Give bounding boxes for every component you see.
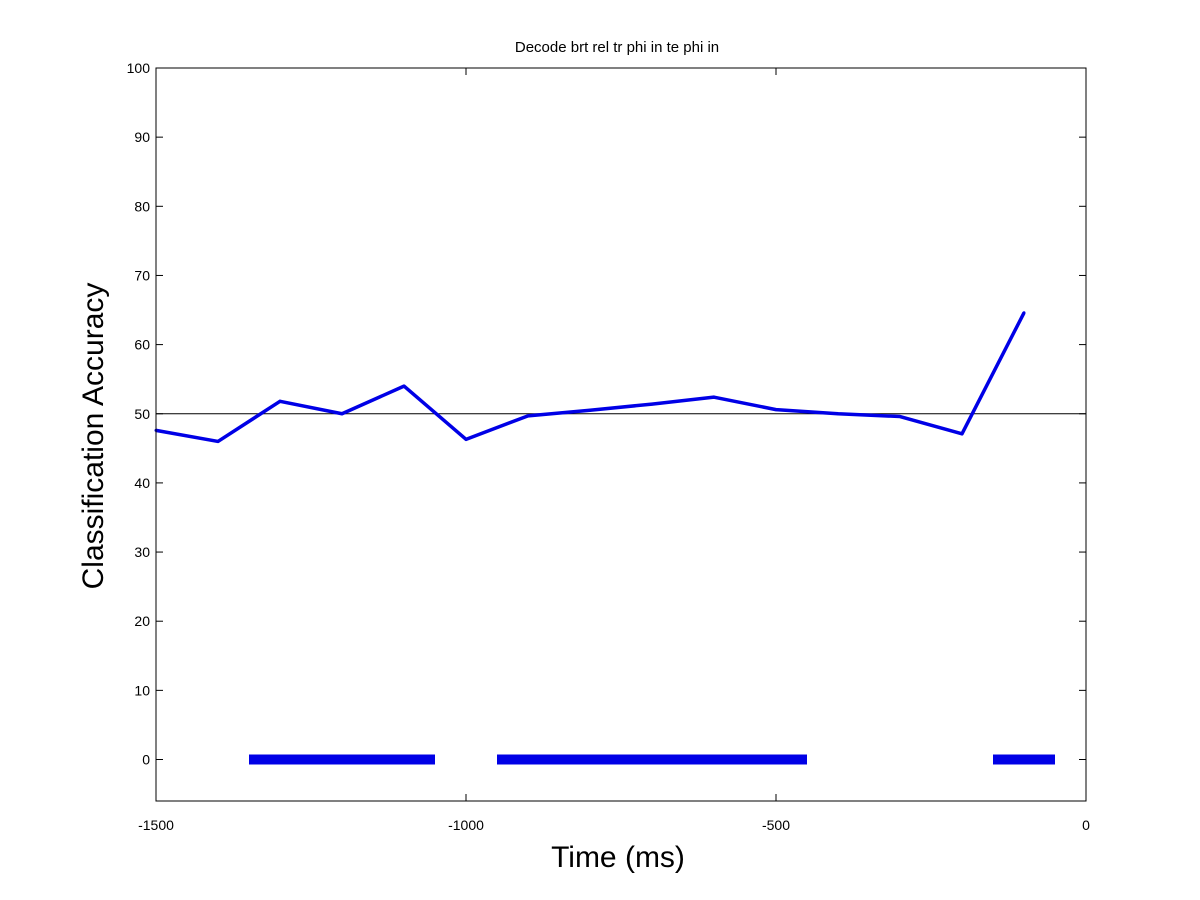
y-tick-label: 80 xyxy=(134,198,150,214)
y-axis-label: Classification Accuracy xyxy=(77,283,110,590)
accuracy-data-point xyxy=(526,414,530,418)
y-tick-label: 70 xyxy=(134,267,150,283)
x-tick-label: -500 xyxy=(762,817,790,833)
accuracy-data-point xyxy=(774,408,778,412)
y-tick-label: 10 xyxy=(134,682,150,698)
y-tick-label: 40 xyxy=(134,475,150,491)
y-tick-label: 90 xyxy=(134,129,150,145)
y-tick-label: 60 xyxy=(134,337,150,353)
y-tick-label: 100 xyxy=(127,60,151,76)
accuracy-data-point xyxy=(1022,311,1026,315)
y-tick-label: 50 xyxy=(134,406,150,422)
accuracy-data-point xyxy=(836,412,840,416)
y-tick-label: 20 xyxy=(134,613,150,629)
axes: 0 10 20 30 40 50 60 70 80 90 100 -1500 -1000 -500 0 xyxy=(127,60,1090,833)
accuracy-data-point xyxy=(650,402,654,406)
series-layer xyxy=(154,311,1026,444)
accuracy-series-line xyxy=(155,311,1026,444)
x-tick-label: -1000 xyxy=(448,817,484,833)
x-tick-label: 0 xyxy=(1082,817,1090,833)
accuracy-data-point xyxy=(216,439,220,443)
accuracy-data-point xyxy=(340,412,344,416)
x-axis-label: Time (ms) xyxy=(551,841,685,874)
y-tick-label: 30 xyxy=(134,544,150,560)
accuracy-data-point xyxy=(898,415,902,419)
y-tick-label: 0 xyxy=(142,752,150,768)
plot-frame xyxy=(155,67,1087,802)
accuracy-data-point xyxy=(402,384,406,388)
x-tick-label: -1500 xyxy=(138,817,174,833)
accuracy-data-point xyxy=(464,437,468,441)
chart-title: Decode brt rel tr phi in te phi in xyxy=(515,39,719,56)
accuracy-data-point xyxy=(712,395,716,399)
accuracy-data-point xyxy=(278,399,282,403)
accuracy-data-point xyxy=(960,432,964,436)
accuracy-data-point xyxy=(588,408,592,412)
